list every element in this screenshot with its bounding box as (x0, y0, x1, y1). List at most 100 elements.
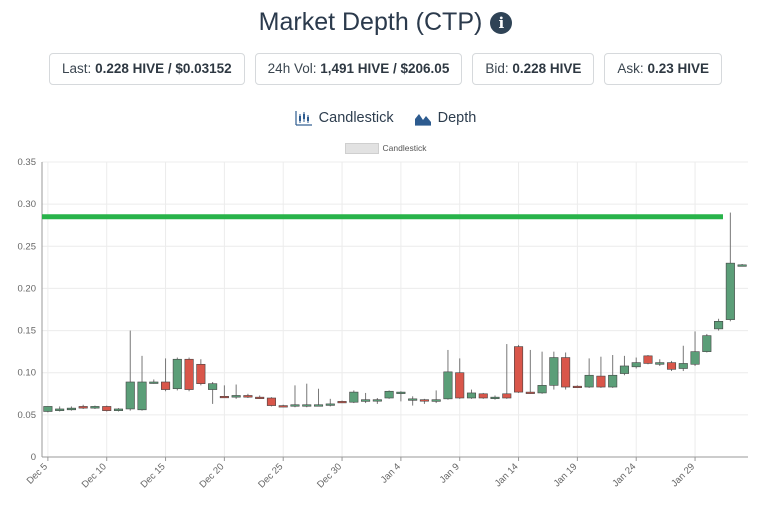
x-tick-label: Dec 5 (25, 461, 50, 486)
legend-label: Candlestick (382, 143, 427, 153)
stats-bar: Last: 0.228 HIVE / $0.03152 24h Vol: 1,4… (0, 53, 771, 85)
candle-body (243, 395, 253, 398)
candle-body (219, 396, 229, 399)
candle-body (149, 381, 159, 384)
candle-body (337, 401, 347, 404)
candle-body (572, 385, 582, 388)
candle-body (714, 321, 724, 330)
candle-body (66, 407, 76, 411)
candle-body (172, 358, 182, 390)
candle-body (90, 406, 100, 409)
candle-body (302, 404, 312, 407)
y-tick-label: 0.05 (18, 410, 37, 421)
tab-depth[interactable]: Depth (414, 110, 477, 126)
candle-body (196, 363, 206, 384)
y-tick-label: 0.10 (18, 368, 37, 379)
depth-chart-icon (414, 114, 431, 126)
candle-body (655, 362, 665, 365)
x-tick-label: Jan 24 (610, 461, 638, 489)
candle-body (396, 391, 406, 394)
candle-body (384, 390, 394, 399)
chart-tabs: Candlestick Depth (0, 110, 771, 126)
candle-body (161, 381, 171, 390)
stat-volume-label: 24h Vol: (267, 61, 317, 76)
candle-body (490, 396, 500, 399)
candle-body (525, 391, 535, 394)
x-tick-label: Jan 19 (552, 461, 580, 489)
x-tick-label: Dec 10 (80, 461, 109, 490)
candle-body (349, 391, 359, 403)
chart-legend[interactable]: Candlestick (0, 143, 771, 155)
candle-body (678, 363, 688, 369)
legend-swatch (344, 143, 379, 155)
tab-depth-label: Depth (437, 110, 477, 126)
candle-body (584, 374, 594, 388)
stat-ask-label: Ask: (617, 61, 644, 76)
stat-last-label: Last: (62, 61, 92, 76)
candle-body (619, 365, 629, 374)
candle-body (561, 357, 571, 388)
stat-bid-label: Bid: (485, 61, 509, 76)
candle-body (596, 375, 606, 388)
candle-body (690, 351, 700, 365)
candle-body (372, 399, 382, 402)
candle-body (113, 408, 124, 411)
candle-body (78, 406, 88, 409)
y-tick-label: 0 (31, 452, 36, 463)
candle-body (208, 383, 218, 390)
x-tick-label: Dec 30 (315, 461, 344, 490)
stat-bid-value: 0.228 HIVE (512, 61, 582, 76)
candle-body (608, 374, 618, 388)
candle-body (549, 357, 559, 386)
candle-body (255, 396, 265, 399)
x-tick-label: Jan 4 (379, 461, 403, 485)
candle-body (514, 346, 524, 393)
candle-body (137, 381, 147, 411)
candle-body (278, 405, 288, 408)
candle-body (102, 406, 112, 411)
candle-body (43, 406, 53, 412)
x-tick-label: Jan 29 (669, 461, 697, 489)
stat-24h-volume: 24h Vol: 1,491 HIVE / $206.05 (254, 53, 463, 85)
candle-body (631, 362, 641, 368)
tab-candlestick[interactable]: Candlestick (295, 110, 394, 126)
y-tick-label: 0.35 (18, 157, 37, 168)
stat-volume-value: 1,491 HIVE / $206.05 (320, 61, 450, 76)
y-tick-label: 0.30 (18, 199, 37, 210)
candle-body (643, 355, 653, 364)
candle-body (184, 358, 194, 390)
candle-body (125, 381, 135, 410)
candlestick-chart: 0 0.05 0.10 0.15 0.20 0.25 0.30 0.35 Dec 5 Dec 10… (18, 157, 748, 490)
candle-body (266, 397, 276, 406)
candlestick-chart-icon (295, 111, 312, 126)
x-tick-label: Dec 15 (139, 461, 168, 490)
x-tick-label: Dec 25 (256, 461, 285, 490)
page-title: Market Depth (CTP) (258, 8, 483, 36)
candle-body (443, 371, 453, 400)
candle-body (725, 262, 735, 320)
candle-body (737, 264, 747, 267)
info-circle-icon[interactable]: i (490, 11, 513, 34)
stat-bid: Bid: 0.228 HIVE (472, 53, 595, 85)
candle-body (290, 404, 300, 407)
x-tick-label: Dec 20 (197, 461, 226, 490)
y-tick-label: 0.20 (18, 283, 37, 294)
candle-body (466, 392, 477, 399)
candle-body (478, 393, 488, 399)
candle-body (431, 399, 441, 402)
tab-candlestick-label: Candlestick (318, 110, 394, 126)
stat-ask: Ask: 0.23 HIVE (604, 53, 722, 85)
candle-body (55, 408, 65, 411)
candle-body (361, 399, 371, 402)
candle-body (408, 398, 418, 401)
candle-body (313, 404, 324, 407)
stat-ask-value: 0.23 HIVE (647, 61, 709, 76)
candle-body (537, 385, 547, 394)
title-row: Market Depth (CTP) i (0, 8, 771, 37)
stat-last: Last: 0.228 HIVE / $0.03152 (49, 53, 245, 85)
stat-last-value: 0.228 HIVE / $0.03152 (95, 61, 232, 76)
y-tick-label: 0.15 (18, 326, 37, 337)
candle-body (702, 335, 712, 352)
candle-body (666, 362, 677, 370)
x-tick-label: Jan 9 (438, 461, 462, 485)
